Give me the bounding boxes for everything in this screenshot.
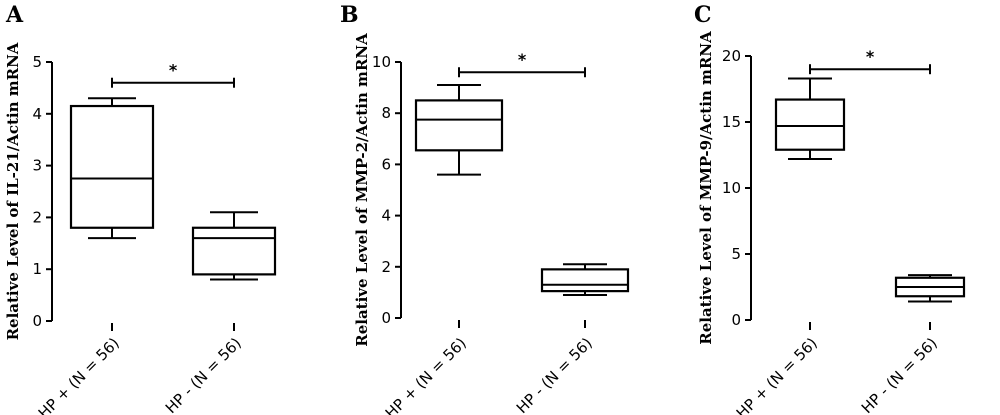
iqr-box <box>414 99 504 152</box>
y-tick-label: 8 <box>381 104 391 122</box>
y-axis-label: Relative Level of MMP-2/Actin mRNA <box>353 33 371 347</box>
y-tick-label: 3 <box>32 157 42 175</box>
y-tick-label: 20 <box>722 47 741 65</box>
panel-a: A Relative Level of IL-21/Actin mRNA 0 1 2 3 4… <box>4 2 277 415</box>
y-tick-label: 10 <box>722 179 741 197</box>
box-hp-negative: HP - (N = 56) <box>858 274 966 415</box>
x-category-label: HP - (N = 56) <box>858 334 941 415</box>
y-tick-label: 0 <box>381 309 391 327</box>
y-tick-label: 2 <box>32 208 42 226</box>
y-tick-label: 6 <box>381 155 391 173</box>
box-hp-negative: HP - (N = 56) <box>513 263 630 415</box>
y-axis-label: Relative Level of MMP-9/Actin mRNA <box>697 31 715 345</box>
box-hp-positive: HP + (N = 56) <box>382 84 504 415</box>
iqr-box <box>69 104 155 229</box>
x-category-label: HP + (N = 56) <box>382 334 470 415</box>
y-axis-label: Relative Level of IL-21/Actin mRNA <box>4 42 22 340</box>
y-tick-label: 15 <box>722 113 741 131</box>
iqr-box <box>191 226 277 276</box>
iqr-box <box>540 268 630 293</box>
significance-star: * <box>169 61 178 80</box>
x-category-label: HP + (N = 56) <box>35 334 123 415</box>
panel-letter: B <box>340 2 359 28</box>
y-tick-label: 1 <box>32 260 42 278</box>
y-tick-label: 10 <box>372 53 391 71</box>
iqr-box <box>774 98 846 151</box>
y-tick-label: 0 <box>32 312 42 330</box>
y-tick-label: 4 <box>381 207 391 225</box>
box-hp-positive: HP + (N = 56) <box>733 77 846 415</box>
significance-star: * <box>866 47 875 66</box>
significance-star: * <box>518 50 527 69</box>
box-hp-negative: HP - (N = 56) <box>162 211 277 415</box>
panel-b: B Relative Level of MMP-2/Actin mRNA 0 2 4 6 8… <box>340 2 630 415</box>
x-category-label: HP - (N = 56) <box>513 334 596 415</box>
panel-letter: A <box>5 2 24 28</box>
y-tick-label: 5 <box>731 245 741 263</box>
panel-c: C Relative Level of MMP-9/Actin mRNA 0 5 10 1… <box>694 2 966 415</box>
y-tick-label: 5 <box>32 53 42 71</box>
x-category-label: HP - (N = 56) <box>162 334 245 415</box>
x-category-label: HP + (N = 56) <box>733 334 821 415</box>
y-tick-label: 4 <box>32 105 42 123</box>
y-tick-label: 2 <box>381 258 391 276</box>
y-tick-label: 0 <box>731 311 741 329</box>
panel-letter: C <box>694 2 712 28</box>
